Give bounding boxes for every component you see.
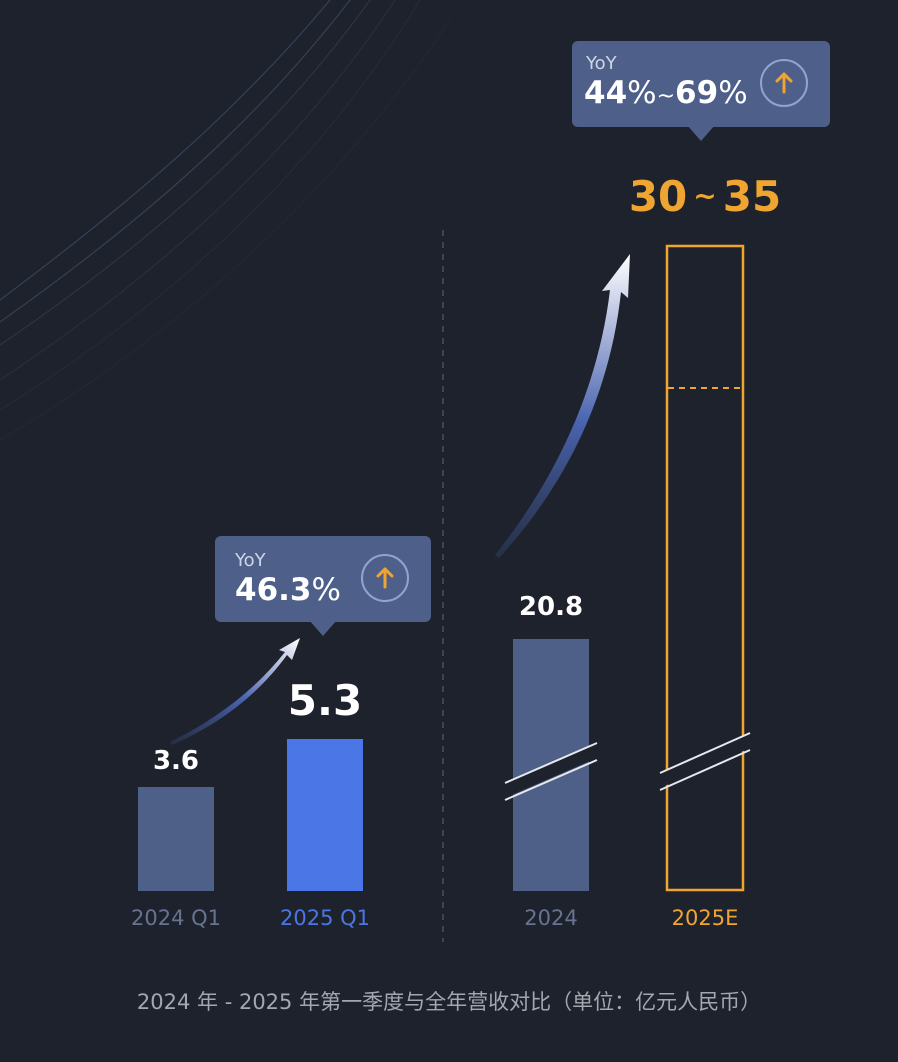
yoy-tooltip-q1: YoY 46.3% bbox=[215, 536, 431, 636]
yoy-high: 69 bbox=[675, 75, 719, 111]
bar-2025e-value-range: 30 ~35 bbox=[600, 172, 810, 221]
tooltip-pointer bbox=[687, 125, 715, 141]
up-arrow-circle bbox=[361, 554, 409, 602]
bar-2024-q1-value: 3.6 bbox=[152, 746, 200, 776]
yoy-value: 46.3% bbox=[235, 572, 341, 608]
bar-2024-value: 20.8 bbox=[518, 592, 584, 622]
yoy-tooltip-annual: YoY 44%~69% bbox=[572, 41, 830, 141]
up-arrow-circle bbox=[760, 59, 808, 107]
up-arrow-icon bbox=[376, 567, 394, 589]
yoy-percent-sign: % bbox=[311, 572, 341, 608]
up-arrow-icon bbox=[775, 72, 793, 94]
yoy-value-range: 44%~69% bbox=[584, 75, 748, 111]
yoy-range-sep: ~ bbox=[656, 84, 676, 109]
decorative-streaks bbox=[0, 0, 451, 441]
range-sep: ~ bbox=[693, 179, 717, 212]
growth-arrow-small bbox=[170, 638, 300, 745]
growth-arrow-large bbox=[495, 254, 630, 558]
bar-2025e bbox=[665, 244, 745, 892]
tooltip-pointer bbox=[309, 620, 337, 636]
range-low: 30 bbox=[628, 172, 688, 221]
yoy-high-percent: % bbox=[718, 75, 748, 111]
x-label-2024-q1: 2024 Q1 bbox=[130, 906, 221, 930]
chart-caption: 2024 年 - 2025 年第一季度与全年营收对比（单位：亿元人民币） bbox=[136, 990, 762, 1014]
yoy-low: 44 bbox=[584, 75, 628, 111]
x-label-2025e: 2025E bbox=[671, 906, 739, 930]
yoy-low-percent: % bbox=[627, 75, 657, 111]
bar-2025-q1-value: 5.3 bbox=[287, 676, 363, 725]
yoy-title: YoY bbox=[235, 550, 266, 571]
x-label-2025-q1: 2025 Q1 bbox=[279, 906, 370, 930]
yoy-number: 46.3 bbox=[235, 572, 312, 608]
range-high: 35 bbox=[722, 172, 782, 221]
x-label-2024: 2024 bbox=[524, 906, 578, 930]
bar-2024-q1 bbox=[138, 787, 214, 891]
bar-2025-q1 bbox=[287, 739, 363, 891]
yoy-title: YoY bbox=[586, 53, 617, 74]
